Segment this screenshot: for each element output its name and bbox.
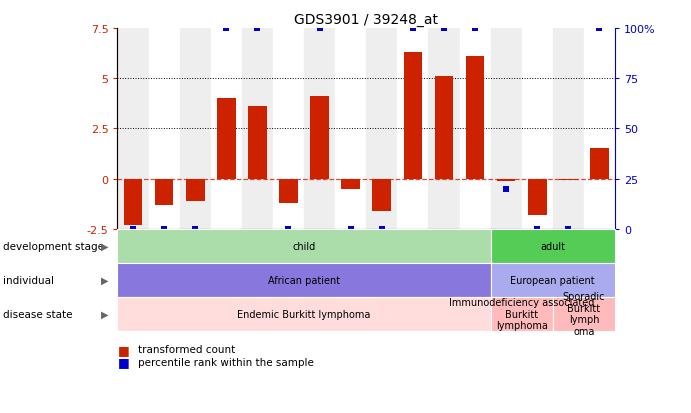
Text: individual: individual bbox=[3, 275, 55, 285]
Text: Sporadic
Burkitt
lymph
oma: Sporadic Burkitt lymph oma bbox=[562, 292, 605, 336]
Point bbox=[438, 26, 449, 32]
Text: Endemic Burkitt lymphoma: Endemic Burkitt lymphoma bbox=[237, 309, 371, 319]
Point bbox=[158, 226, 170, 233]
Bar bbox=[491, 229, 615, 263]
Bar bbox=[553, 29, 584, 229]
Point bbox=[189, 226, 200, 233]
Bar bbox=[117, 263, 491, 297]
Bar bbox=[155, 179, 173, 205]
Point bbox=[562, 226, 574, 233]
Bar bbox=[428, 29, 460, 229]
Text: percentile rank within the sample: percentile rank within the sample bbox=[138, 357, 314, 367]
Bar bbox=[341, 179, 360, 189]
Bar bbox=[149, 29, 180, 229]
Bar bbox=[273, 29, 304, 229]
Text: child: child bbox=[292, 241, 316, 251]
Text: ■: ■ bbox=[117, 355, 129, 368]
Bar bbox=[553, 297, 615, 331]
Point bbox=[594, 26, 605, 32]
Bar bbox=[491, 263, 615, 297]
Bar bbox=[466, 57, 484, 179]
Point bbox=[345, 226, 357, 233]
Bar bbox=[584, 29, 615, 229]
Bar bbox=[335, 29, 366, 229]
Bar bbox=[186, 179, 205, 201]
Point bbox=[376, 226, 387, 233]
Bar bbox=[310, 97, 329, 179]
Text: transformed count: transformed count bbox=[138, 344, 236, 354]
Bar bbox=[304, 29, 335, 229]
Bar bbox=[435, 77, 453, 179]
Bar bbox=[397, 29, 428, 229]
Bar bbox=[248, 107, 267, 179]
Bar bbox=[491, 297, 553, 331]
Point bbox=[283, 226, 294, 233]
Bar bbox=[217, 99, 236, 179]
Point bbox=[221, 26, 232, 32]
Bar bbox=[522, 29, 553, 229]
Bar bbox=[211, 29, 242, 229]
Text: African patient: African patient bbox=[268, 275, 340, 285]
Bar bbox=[117, 29, 149, 229]
Point bbox=[532, 226, 543, 233]
Text: ▶: ▶ bbox=[102, 309, 108, 319]
Text: adult: adult bbox=[540, 241, 565, 251]
Title: GDS3901 / 39248_at: GDS3901 / 39248_at bbox=[294, 12, 438, 26]
Bar bbox=[460, 29, 491, 229]
Point bbox=[500, 186, 511, 192]
Bar bbox=[366, 29, 397, 229]
Point bbox=[408, 26, 419, 32]
Bar bbox=[559, 179, 578, 180]
Point bbox=[252, 26, 263, 32]
Bar bbox=[279, 179, 298, 203]
Bar bbox=[497, 179, 515, 181]
Bar bbox=[528, 179, 547, 215]
Bar bbox=[124, 179, 142, 225]
Bar bbox=[590, 149, 609, 179]
Text: ▶: ▶ bbox=[102, 241, 108, 251]
Point bbox=[127, 226, 138, 233]
Bar bbox=[404, 53, 422, 179]
Point bbox=[314, 26, 325, 32]
Text: Immunodeficiency associated
Burkitt
lymphoma: Immunodeficiency associated Burkitt lymp… bbox=[449, 297, 594, 330]
Point bbox=[470, 26, 481, 32]
Text: disease state: disease state bbox=[3, 309, 73, 319]
Bar bbox=[117, 229, 491, 263]
Text: European patient: European patient bbox=[511, 275, 595, 285]
Bar bbox=[491, 29, 522, 229]
Text: ■: ■ bbox=[117, 343, 129, 356]
Text: ▶: ▶ bbox=[102, 275, 108, 285]
Bar bbox=[372, 179, 391, 211]
Bar bbox=[117, 297, 491, 331]
Bar bbox=[180, 29, 211, 229]
Text: development stage: development stage bbox=[3, 241, 104, 251]
Bar bbox=[242, 29, 273, 229]
